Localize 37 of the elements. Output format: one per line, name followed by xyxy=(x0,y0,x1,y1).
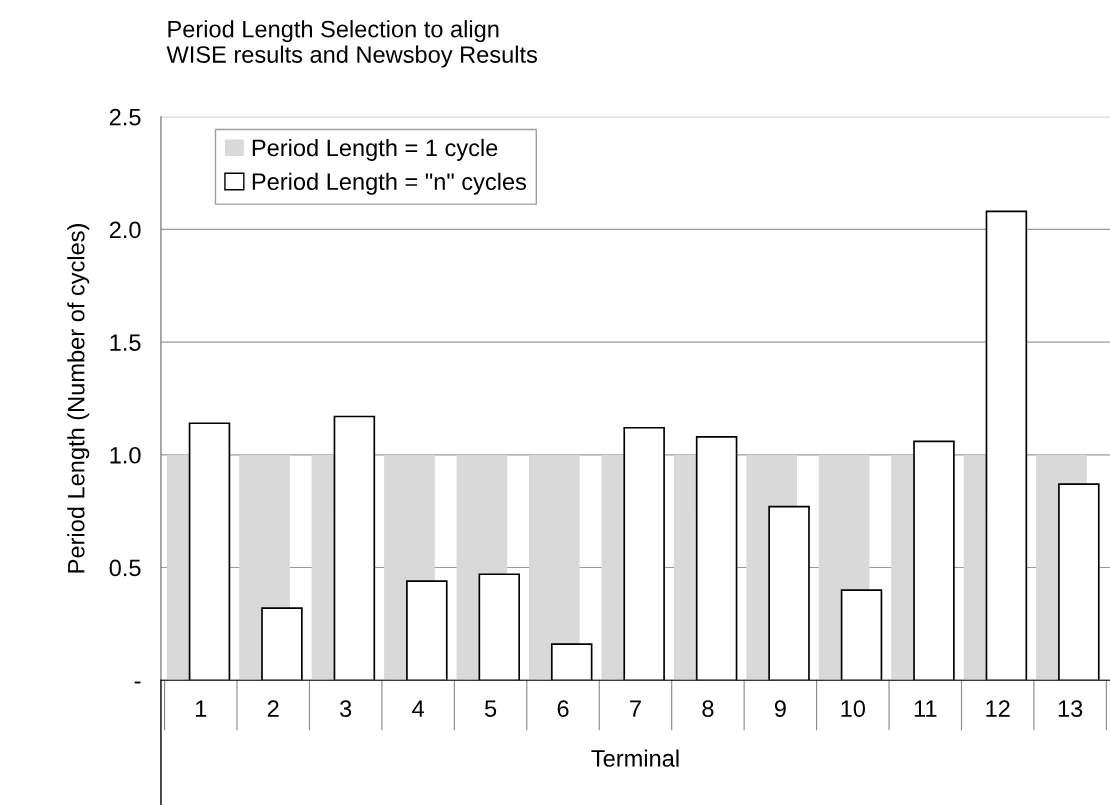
y-tick-label: 0.5 xyxy=(109,559,141,577)
x-tick-label: 4 xyxy=(412,700,425,717)
chart-title: Period Length Selection to align WISE results and Newsboy Results xyxy=(166,20,537,68)
bar xyxy=(623,426,665,681)
bar xyxy=(695,435,738,681)
x-tick-label: 1 xyxy=(196,700,207,717)
legend-label: Period Length = 1 cycle xyxy=(252,138,498,161)
y-tick-label: - xyxy=(134,681,141,684)
bar xyxy=(985,210,1028,681)
x-tick-label: 10 xyxy=(841,700,866,718)
x-tick-label: 13 xyxy=(1058,700,1083,718)
x-tick-label: 3 xyxy=(340,700,352,718)
bar xyxy=(913,440,955,681)
y-axis-title: Period Length (Number of cycles) xyxy=(67,224,90,573)
y-tick-label: 1.0 xyxy=(110,446,141,464)
x-tick-label: 9 xyxy=(774,700,786,718)
x-tick-label: 11 xyxy=(914,700,937,717)
bar xyxy=(550,643,593,681)
bar xyxy=(1058,483,1100,681)
x-tick-label: 5 xyxy=(484,700,497,718)
bar xyxy=(768,505,810,681)
bar xyxy=(261,607,303,681)
bar xyxy=(188,422,231,681)
y-tick-label: 2.5 xyxy=(109,108,141,126)
x-tick-label: 6 xyxy=(557,700,569,718)
y-tick-label: 1.5 xyxy=(110,334,141,351)
bar xyxy=(333,415,376,681)
x-axis-title: Terminal xyxy=(591,749,679,767)
x-tick-label: 7 xyxy=(630,700,641,717)
x-tick-label: 2 xyxy=(267,700,279,717)
legend-label: Period Length = "n" cycles xyxy=(252,172,527,195)
bar xyxy=(478,573,521,681)
bar xyxy=(840,589,883,681)
x-tick-label: 8 xyxy=(702,700,714,718)
x-tick-label: 12 xyxy=(986,700,1010,717)
bar xyxy=(406,580,448,681)
y-tick-label: 2.0 xyxy=(109,221,141,239)
